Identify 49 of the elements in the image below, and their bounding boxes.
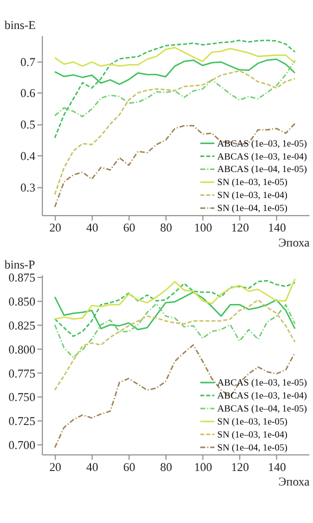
legend-label: ABCAS (1e–03, 1e-05) xyxy=(217,378,307,389)
legend-label: SN (1e–03, 1e-04) xyxy=(217,430,288,440)
x-tick-label: 60 xyxy=(123,460,136,474)
legend-label: SN (1e–04, 1e-05) xyxy=(217,204,288,214)
y-axis-title: bins-P xyxy=(4,257,36,272)
y-axis-title: bins-E xyxy=(4,18,36,32)
legend-label: ABCAS (1e–03, 1e-04) xyxy=(217,392,307,402)
y-tick-label: 0.800 xyxy=(8,342,36,356)
y-tick-label: 0.725 xyxy=(8,414,36,428)
x-tick-label: 120 xyxy=(231,220,250,235)
legend-label: ABCAS (1e–03, 1e-04) xyxy=(217,152,307,162)
legend-label: ABCAS (1e–03, 1e-05) xyxy=(217,139,307,150)
x-tick-label: 80 xyxy=(160,220,172,235)
line-series xyxy=(54,60,296,118)
x-axis-title: Эпоха xyxy=(278,474,310,489)
y-tick-label: 0.4 xyxy=(20,148,36,163)
line-series xyxy=(54,46,296,67)
legend-label: SN (1e–03, 1e-05) xyxy=(217,178,288,188)
x-tick-label: 20 xyxy=(49,220,62,235)
y-tick-label: 0.825 xyxy=(8,318,36,332)
x-tick-label: 40 xyxy=(86,460,98,474)
line-series xyxy=(54,278,296,320)
legend-label: ABCAS (1e–04, 1e-05) xyxy=(217,404,307,414)
line-series xyxy=(54,280,296,338)
y-tick-label: 0.3 xyxy=(20,180,36,194)
y-tick-label: 0.6 xyxy=(20,86,36,100)
legend-label: SN (1e–03, 1e-05) xyxy=(217,417,288,428)
y-tick-label: 0.850 xyxy=(8,294,36,308)
x-tick-label: 120 xyxy=(231,460,250,474)
x-tick-label: 80 xyxy=(160,460,172,474)
y-tick-label: 0.750 xyxy=(8,390,36,404)
y-tick-label: 0.5 xyxy=(20,118,36,132)
x-tick-label: 140 xyxy=(268,220,286,235)
x-tick-label: 100 xyxy=(194,220,212,235)
legend-label: SN (1e–03, 1e-04) xyxy=(217,191,288,202)
line-series xyxy=(54,302,296,358)
legend-label: SN (1e–04, 1e-05) xyxy=(217,443,288,454)
x-tick-label: 140 xyxy=(268,460,286,474)
x-tick-label: 40 xyxy=(86,220,98,235)
legend-label: ABCAS (1e–04, 1e-05) xyxy=(217,165,307,176)
y-tick-label: 0.775 xyxy=(8,366,36,380)
y-tick-label: 0.7 xyxy=(20,54,36,69)
x-tick-label: 20 xyxy=(49,460,62,474)
x-tick-label: 100 xyxy=(194,460,212,474)
x-tick-label: 60 xyxy=(123,220,136,235)
x-axis-title: Эпоха xyxy=(278,235,310,250)
y-tick-label: 0.875 xyxy=(8,270,36,284)
y-tick-label: 0.700 xyxy=(8,438,36,452)
line-series xyxy=(54,40,296,139)
